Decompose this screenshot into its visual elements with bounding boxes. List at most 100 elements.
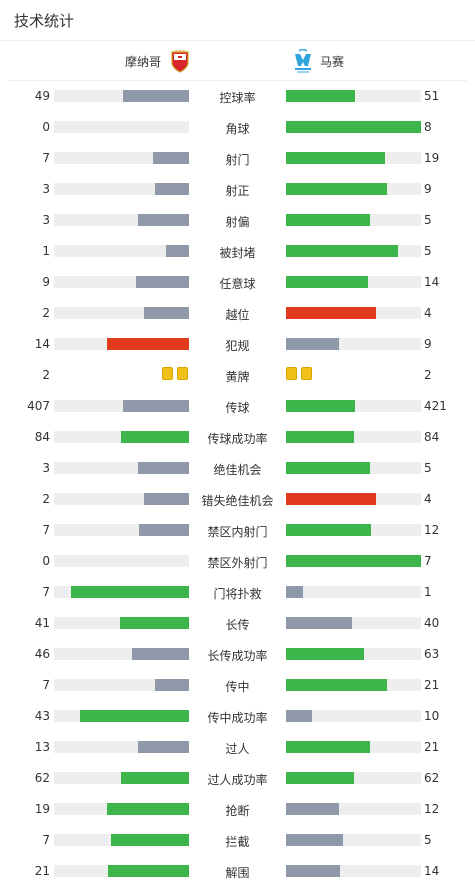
away-bar-track bbox=[286, 648, 421, 660]
stat-label: 禁区外射门 bbox=[207, 556, 268, 570]
yellow-card-icon bbox=[301, 367, 312, 380]
monaco-crest-icon bbox=[169, 49, 191, 73]
home-value: 9 bbox=[42, 275, 50, 289]
home-value: 0 bbox=[42, 554, 50, 568]
home-bar-track bbox=[54, 338, 189, 350]
home-value: 43 bbox=[34, 709, 50, 723]
title-bar: 技术统计 bbox=[0, 0, 475, 41]
away-bar-track bbox=[286, 214, 421, 226]
away-value: 8 bbox=[424, 120, 432, 134]
away-bar-track bbox=[286, 307, 421, 319]
away-bar-fill bbox=[286, 121, 421, 133]
home-value: 2 bbox=[42, 368, 50, 382]
away-value: 21 bbox=[424, 678, 440, 692]
away-bar-track bbox=[286, 772, 421, 784]
stat-row: 7 禁区内射门 12 bbox=[0, 515, 475, 546]
home-value: 7 bbox=[42, 585, 50, 599]
stat-label: 拦截 bbox=[225, 835, 250, 849]
away-value: 7 bbox=[424, 554, 432, 568]
home-value: 21 bbox=[34, 864, 50, 878]
home-bar-track bbox=[54, 400, 189, 412]
stat-row: 43 传中成功率 10 bbox=[0, 701, 475, 732]
away-bar-track bbox=[286, 741, 421, 753]
stat-row: 46 长传成功率 63 bbox=[0, 639, 475, 670]
away-value: 5 bbox=[424, 461, 432, 475]
away-team[interactable]: 马赛 bbox=[292, 48, 344, 73]
away-bar-fill bbox=[286, 493, 376, 505]
away-value: 62 bbox=[424, 771, 440, 785]
stat-row: 7 射门 19 bbox=[0, 143, 475, 174]
home-value: 49 bbox=[34, 89, 50, 103]
stat-row: 1 被封堵 5 bbox=[0, 236, 475, 267]
stat-row: 13 过人 21 bbox=[0, 732, 475, 763]
home-team[interactable]: 摩纳哥 bbox=[125, 49, 191, 73]
away-value: 1 bbox=[424, 585, 432, 599]
home-bar-track bbox=[54, 524, 189, 536]
stat-label: 门将扑救 bbox=[213, 587, 262, 601]
stat-row: 7 传中 21 bbox=[0, 670, 475, 701]
away-bar-fill bbox=[286, 803, 339, 815]
home-bar-fill bbox=[138, 462, 189, 474]
stat-row: 3 射偏 5 bbox=[0, 205, 475, 236]
away-bar-fill bbox=[286, 400, 355, 412]
away-bar-fill bbox=[286, 90, 355, 102]
away-bar-fill bbox=[286, 214, 370, 226]
away-bar-fill bbox=[286, 276, 368, 288]
away-bar-fill bbox=[286, 555, 421, 567]
away-value: 5 bbox=[424, 244, 432, 258]
home-value: 46 bbox=[34, 647, 50, 661]
stat-label: 传球 bbox=[225, 401, 250, 415]
away-value: 19 bbox=[424, 151, 440, 165]
home-bar-track bbox=[54, 741, 189, 753]
away-bar-fill bbox=[286, 772, 354, 784]
stat-row: 7 拦截 5 bbox=[0, 825, 475, 856]
away-value: 40 bbox=[424, 616, 440, 630]
away-value: 84 bbox=[424, 430, 440, 444]
away-bar-fill bbox=[286, 648, 364, 660]
away-bar-fill bbox=[286, 245, 398, 257]
home-value: 19 bbox=[34, 802, 50, 816]
stat-row: 2 黄牌 2 bbox=[0, 360, 475, 391]
away-bar-track bbox=[286, 183, 421, 195]
home-value: 7 bbox=[42, 151, 50, 165]
away-value: 9 bbox=[424, 182, 432, 196]
home-value: 3 bbox=[42, 182, 50, 196]
home-bar-track bbox=[54, 183, 189, 195]
away-value: 9 bbox=[424, 337, 432, 351]
home-bar-fill bbox=[121, 772, 189, 784]
home-bar-track bbox=[54, 493, 189, 505]
yellow-card-icon bbox=[162, 367, 173, 380]
away-bar-track bbox=[286, 462, 421, 474]
home-value: 13 bbox=[34, 740, 50, 754]
home-bar-track bbox=[54, 834, 189, 846]
away-value: 14 bbox=[424, 275, 440, 289]
home-team-name: 摩纳哥 bbox=[125, 54, 162, 69]
home-bar-fill bbox=[121, 431, 189, 443]
away-bar-track bbox=[286, 803, 421, 815]
home-bar-fill bbox=[123, 90, 189, 102]
away-bar-track bbox=[286, 431, 421, 443]
away-value: 12 bbox=[424, 523, 440, 537]
home-bar-fill bbox=[136, 276, 189, 288]
home-bar-track bbox=[54, 710, 189, 722]
page-title: 技术统计 bbox=[14, 12, 75, 30]
home-bar-fill bbox=[155, 183, 189, 195]
stat-label: 禁区内射门 bbox=[207, 525, 268, 539]
home-bar-fill bbox=[123, 400, 189, 412]
stat-label: 黄牌 bbox=[225, 370, 250, 384]
stat-label: 角球 bbox=[225, 122, 250, 136]
away-bar-track bbox=[286, 245, 421, 257]
away-bar-track bbox=[286, 400, 421, 412]
away-value: 2 bbox=[424, 368, 432, 382]
away-value: 10 bbox=[424, 709, 440, 723]
stat-label: 射偏 bbox=[225, 215, 250, 229]
home-bar-track bbox=[54, 245, 189, 257]
home-value: 41 bbox=[34, 616, 50, 630]
home-bar-fill bbox=[139, 524, 189, 536]
home-value: 3 bbox=[42, 213, 50, 227]
home-value: 62 bbox=[34, 771, 50, 785]
away-bar-track bbox=[286, 679, 421, 691]
home-bar-track bbox=[54, 617, 189, 629]
stat-label: 传球成功率 bbox=[207, 432, 268, 446]
away-bar-fill bbox=[286, 183, 387, 195]
